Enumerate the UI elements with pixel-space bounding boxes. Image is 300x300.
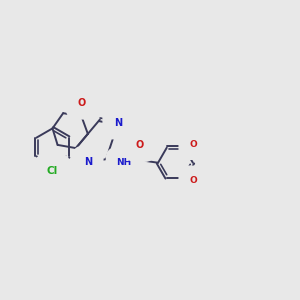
Text: O: O [189,140,197,149]
Text: N: N [114,118,122,128]
Text: Cl: Cl [47,166,58,176]
Text: N: N [84,158,92,167]
Text: O: O [136,140,144,150]
Text: O: O [77,98,86,108]
Text: O: O [189,176,197,185]
Text: NH: NH [116,158,132,167]
